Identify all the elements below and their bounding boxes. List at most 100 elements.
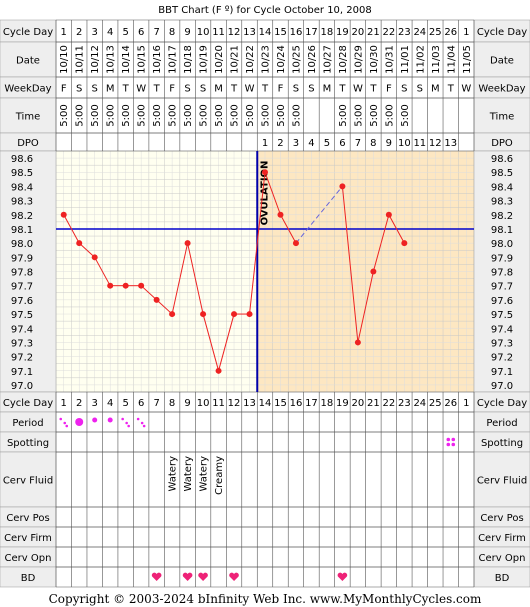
temperature-segment [63,214,80,244]
temperature-segment [78,242,96,258]
cycle-day-cell: 4 [107,27,113,38]
plot-grid [55,150,482,393]
temperature-segment [94,257,111,286]
time-cell: 5:00 [384,104,395,126]
cycle-day-cell: 26 [444,27,457,38]
y-tick-label-right: 98.0 [491,239,513,250]
cycle-day-cell-bottom: 26 [444,398,457,409]
time-cell: 5:00 [90,104,101,126]
row-label-right-cycle_day2: Cycle Day [477,398,527,409]
temperature-point [246,311,253,318]
row-label-left-cerv_fluid: Cerv Fluid [3,476,53,487]
cycle-day-cell: 8 [169,27,175,38]
dpo-cell: 6 [339,138,345,149]
y-tick-label-right: 97.0 [491,381,513,392]
row-label-left-cerv_pos: Cerv Pos [6,513,49,524]
spotting-dot [451,442,456,447]
temperature-point [277,211,284,218]
row-label-left-date: Date [16,56,40,67]
temperature-segment [202,313,220,371]
ovulation-label: OVULATION [259,161,270,226]
cycle-day-cell-bottom: 1 [61,398,67,409]
cycle-day-cell: 20 [352,27,365,38]
dpo-cell: 9 [386,138,392,149]
row-label-right-bd: BD [495,573,510,584]
cycle-day-cell: 7 [153,27,159,38]
temperature-point [107,282,114,289]
cycle-day-cell-bottom: 11 [212,398,225,409]
date-cell: 10/30 [369,45,380,74]
cycle-day-cell-bottom: 21 [367,398,380,409]
temperature-segment [171,243,189,315]
weekday-cell: S [184,84,190,95]
y-tick-label-left: 97.4 [11,324,33,335]
y-tick-label-left: 97.1 [11,367,33,378]
row-label-right-weekday: WeekDay [478,84,525,95]
cycle-day-cell-bottom: 18 [321,398,334,409]
time-cell: 5:00 [261,104,272,126]
y-tick-label-left: 97.7 [11,282,33,293]
spotting-dot [446,437,451,442]
y-tick-label-right: 98.2 [491,211,513,222]
time-cell: 5:00 [400,104,411,126]
weekday-cell: T [230,84,238,95]
weekday-cell: F [386,84,392,95]
y-tick-label-right: 97.8 [491,268,513,279]
cycle-day-cell-bottom: 12 [228,398,241,409]
date-cell: 10/28 [338,45,349,74]
row-label-right-cerv_firm: Cerv Firm [478,533,526,544]
period-dot-light [59,417,63,421]
cycle-day-cell-bottom: 17 [305,398,318,409]
temperature-point [385,211,392,218]
time-cell: 5:00 [230,104,241,126]
dpo-cell: 5 [324,138,330,149]
date-cell: 10/31 [384,45,395,74]
dpo-cell: 3 [293,138,299,149]
dpo-cell: 12 [429,138,442,149]
period-dot-heavy [75,418,84,426]
y-tick-label-right: 98.5 [491,168,513,179]
time-cell: 5:00 [75,104,86,126]
cycle-day-cell: 17 [305,27,318,38]
time-cell: 5:00 [121,104,132,126]
cycle-day-cell: 15 [274,27,287,38]
cycle-day-cell-bottom: 22 [382,398,395,409]
left-label-cell [0,41,57,78]
y-tick-label-left: 97.0 [11,381,33,392]
period-dot-light [121,417,124,421]
date-cell: 10/27 [322,45,333,74]
temperature-segment [140,285,157,301]
right-label-cell [473,97,530,134]
y-tick-label-right: 98.6 [491,154,513,165]
date-cell: 11/04 [446,45,457,74]
y-tick-label-left: 98.2 [11,211,33,222]
weekday-cell: S [92,84,98,95]
weekday-cell: F [278,84,284,95]
time-cell: 5:00 [199,104,210,126]
date-cell: 11/03 [431,45,442,74]
row-label-left-bd: BD [21,573,36,584]
weekday-cell: T [122,84,130,95]
cycle-day-cell-bottom: 1 [463,398,469,409]
weekday-cell: W [461,84,471,95]
weekday-cell: T [153,84,161,95]
weekday-cell: S [417,84,423,95]
weekday-cell: S [293,84,299,95]
weekday-cell: T [261,84,269,95]
cycle-day-cell: 13 [243,27,256,38]
cycle-day-cell-bottom: 5 [122,398,128,409]
cycle-day-cell-bottom: 25 [429,398,442,409]
bd-heart-icon [198,572,208,581]
time-cell: 5:00 [245,104,256,126]
y-tick-label-left: 98.1 [11,225,33,236]
row-label-right-cerv_pos: Cerv Pos [480,513,523,524]
missing-data-segment [295,186,343,244]
time-cell: 5:00 [152,104,163,126]
dpo-cell: 1 [262,138,268,149]
dpo-cell: 8 [370,138,376,149]
row-label-right-cerv_opn: Cerv Opn [479,553,526,564]
date-cell: 10/24 [276,45,287,74]
y-tick-label-right: 97.9 [491,253,513,264]
